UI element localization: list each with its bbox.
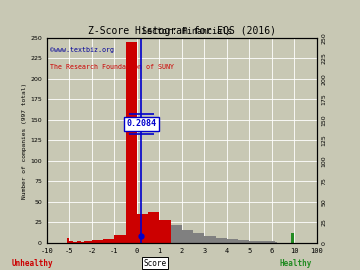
Bar	[148, 212, 159, 243]
Text: 0.2084: 0.2084	[126, 120, 157, 129]
Bar	[249, 241, 261, 243]
Bar	[77, 241, 81, 243]
Bar	[114, 235, 126, 243]
Bar	[88, 241, 92, 243]
Text: ©www.textbiz.org: ©www.textbiz.org	[50, 47, 113, 53]
Bar	[238, 240, 249, 243]
Y-axis label: Number of companies (997 total): Number of companies (997 total)	[22, 82, 27, 198]
Bar	[204, 237, 216, 243]
Bar	[292, 233, 294, 243]
Text: Healthy: Healthy	[279, 259, 311, 268]
Bar	[81, 242, 84, 243]
Bar	[84, 241, 88, 243]
Title: Z-Score Histogram for EQS (2016): Z-Score Histogram for EQS (2016)	[88, 26, 276, 36]
Text: The Research Foundation of SUNY: The Research Foundation of SUNY	[50, 65, 174, 70]
Text: Unhealthy: Unhealthy	[12, 259, 53, 268]
Bar	[103, 239, 114, 243]
Bar	[182, 230, 193, 243]
Bar	[275, 242, 278, 243]
Bar	[92, 240, 103, 243]
Bar	[67, 238, 69, 243]
Text: Sector: Financials: Sector: Financials	[142, 27, 232, 36]
Bar	[73, 242, 77, 243]
Bar	[69, 241, 73, 243]
Text: Score: Score	[143, 259, 166, 268]
Bar	[126, 42, 137, 243]
Bar	[159, 220, 171, 243]
Bar	[216, 238, 227, 243]
Bar	[261, 241, 272, 243]
Bar	[171, 225, 182, 243]
Bar	[272, 241, 275, 243]
Bar	[227, 239, 238, 243]
Bar	[193, 233, 204, 243]
Bar	[137, 214, 148, 243]
